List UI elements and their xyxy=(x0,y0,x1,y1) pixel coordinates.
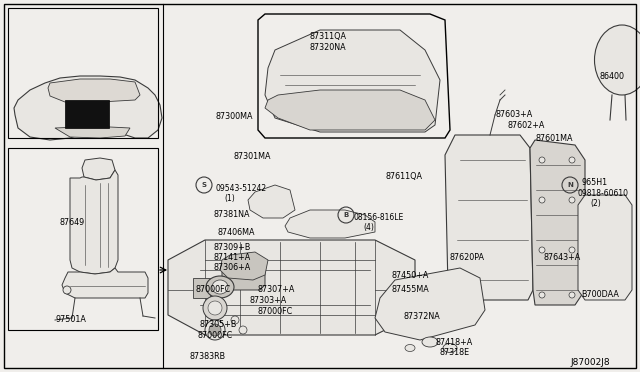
Ellipse shape xyxy=(212,280,228,294)
Circle shape xyxy=(63,286,71,294)
Text: 87611QA: 87611QA xyxy=(385,172,422,181)
Text: 87305+B: 87305+B xyxy=(200,320,237,329)
Text: B700DAA: B700DAA xyxy=(581,290,619,299)
Text: 87309+B: 87309+B xyxy=(214,243,252,252)
Text: 87000FC: 87000FC xyxy=(198,331,233,340)
Text: 87603+A: 87603+A xyxy=(496,110,533,119)
Text: 97501A: 97501A xyxy=(55,315,86,324)
Circle shape xyxy=(208,301,222,315)
Bar xyxy=(8,8,158,138)
Text: (4): (4) xyxy=(363,223,374,232)
Text: 87307+A: 87307+A xyxy=(258,285,296,294)
Text: 09818-60610: 09818-60610 xyxy=(578,189,629,198)
Polygon shape xyxy=(193,278,210,298)
Text: 87418+A: 87418+A xyxy=(435,338,472,347)
Polygon shape xyxy=(55,127,130,138)
Circle shape xyxy=(539,197,545,203)
Text: 87311QA: 87311QA xyxy=(310,32,347,41)
Circle shape xyxy=(569,247,575,253)
Text: B: B xyxy=(344,212,349,218)
Circle shape xyxy=(569,157,575,163)
Ellipse shape xyxy=(422,337,438,347)
Text: 87649: 87649 xyxy=(59,218,84,227)
Polygon shape xyxy=(285,210,375,238)
Text: 87406MA: 87406MA xyxy=(217,228,255,237)
Text: 87301MA: 87301MA xyxy=(234,152,271,161)
Text: 87455MA: 87455MA xyxy=(392,285,429,294)
Circle shape xyxy=(203,296,227,320)
Polygon shape xyxy=(578,195,632,300)
Text: 965H1: 965H1 xyxy=(581,178,607,187)
Polygon shape xyxy=(14,76,162,140)
Text: 87643+A: 87643+A xyxy=(543,253,580,262)
Circle shape xyxy=(569,197,575,203)
Polygon shape xyxy=(62,268,148,298)
Text: 87381NA: 87381NA xyxy=(214,210,250,219)
Text: 08156-816LE: 08156-816LE xyxy=(354,213,404,222)
Text: 86400: 86400 xyxy=(600,72,625,81)
Polygon shape xyxy=(265,30,440,132)
Polygon shape xyxy=(265,90,435,130)
Polygon shape xyxy=(48,79,140,102)
Ellipse shape xyxy=(443,343,457,353)
Text: 87320NA: 87320NA xyxy=(310,43,347,52)
Polygon shape xyxy=(222,262,265,290)
Polygon shape xyxy=(70,170,118,274)
Polygon shape xyxy=(530,140,585,305)
Text: 87141+A: 87141+A xyxy=(214,253,252,262)
Text: 87450+A: 87450+A xyxy=(392,271,429,280)
Text: 87602+A: 87602+A xyxy=(508,121,545,130)
Polygon shape xyxy=(375,268,485,340)
Circle shape xyxy=(209,324,221,336)
Text: (2): (2) xyxy=(590,199,601,208)
Polygon shape xyxy=(168,240,415,335)
Circle shape xyxy=(539,157,545,163)
Bar xyxy=(8,148,158,330)
Text: 87383RB: 87383RB xyxy=(190,352,226,361)
Text: 87601MA: 87601MA xyxy=(535,134,573,143)
Circle shape xyxy=(205,320,225,340)
Circle shape xyxy=(539,292,545,298)
Polygon shape xyxy=(445,135,533,300)
Circle shape xyxy=(569,292,575,298)
Ellipse shape xyxy=(206,276,234,298)
Text: 87318E: 87318E xyxy=(440,348,470,357)
Circle shape xyxy=(539,247,545,253)
Circle shape xyxy=(239,326,247,334)
Text: 87306+A: 87306+A xyxy=(214,263,252,272)
Text: 87300MA: 87300MA xyxy=(216,112,253,121)
Text: S: S xyxy=(202,182,207,188)
Ellipse shape xyxy=(595,25,640,95)
Circle shape xyxy=(231,316,239,324)
Text: 87620PA: 87620PA xyxy=(450,253,485,262)
Polygon shape xyxy=(82,158,115,180)
Text: J87002J8: J87002J8 xyxy=(570,358,610,367)
Text: 87000FC: 87000FC xyxy=(196,285,231,294)
Polygon shape xyxy=(220,252,268,280)
Text: (1): (1) xyxy=(224,194,235,203)
Text: 09543-51242: 09543-51242 xyxy=(215,184,266,193)
Ellipse shape xyxy=(405,344,415,352)
Text: N: N xyxy=(567,182,573,188)
Text: 87303+A: 87303+A xyxy=(250,296,287,305)
Polygon shape xyxy=(248,185,295,218)
Bar xyxy=(65,100,109,128)
Text: 87000FC: 87000FC xyxy=(257,307,292,316)
Text: 87372NA: 87372NA xyxy=(403,312,440,321)
